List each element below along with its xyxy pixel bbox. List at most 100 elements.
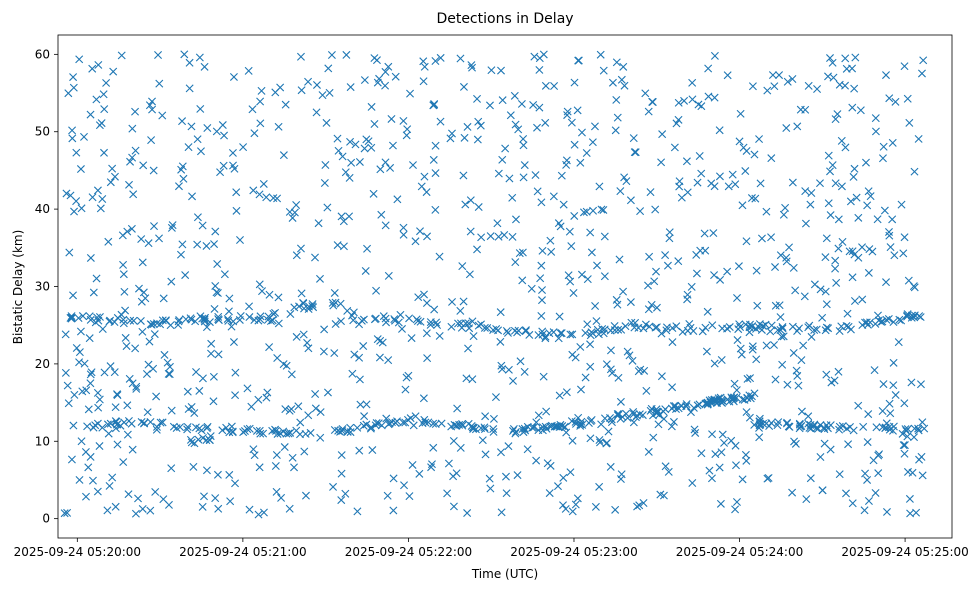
detection-point [583,275,592,284]
detection-point [831,115,840,124]
detection-point [864,187,873,196]
detection-point [557,329,566,338]
detection-point [668,338,677,347]
detection-point [168,221,177,230]
detection-point [489,425,498,434]
detection-point [674,115,683,124]
detection-point [631,148,640,157]
detection-point [513,471,522,480]
detection-point [60,509,69,518]
detection-point [835,470,844,479]
detection-point [250,129,259,138]
detection-point [587,248,596,257]
detection-point [918,418,927,427]
detection-point [910,313,919,322]
detection-point [701,323,710,332]
detection-point [191,423,200,432]
detection-point [337,496,346,505]
detection-point [464,344,473,353]
detection-point [777,332,786,341]
detection-point [177,165,186,174]
detection-point [436,117,445,126]
detection-point [489,326,498,334]
detection-point [848,273,857,282]
detection-point [549,192,558,201]
detection-point [700,229,709,238]
detection-point [308,302,317,311]
detection-point [111,417,120,426]
detection-point [167,223,176,232]
x-tick-label: 2025-09-24 05:21:00 [179,545,306,559]
detection-point [169,422,178,431]
detection-point [218,121,227,130]
detection-point [468,317,477,326]
detection-point [912,508,921,517]
detection-point [342,50,351,59]
detection-point [149,166,158,175]
plot-frame [57,34,953,539]
detection-point [463,509,472,518]
detection-point [670,143,679,152]
detection-point [846,325,855,334]
detection-point [905,494,914,503]
detection-point [689,403,698,412]
detection-point [732,386,741,395]
detection-point [128,124,137,133]
detection-point [914,426,923,435]
detection-point [595,482,604,491]
detection-point [273,354,282,362]
detection-point [645,322,654,331]
detection-point [776,251,785,260]
detection-point [905,118,914,127]
detection-point [813,84,822,93]
detection-point [126,157,135,166]
detection-point [419,77,428,86]
detection-point [186,435,195,444]
detection-point [771,263,780,272]
y-tick-label: 0 [42,512,50,526]
detection-point [338,152,347,161]
detection-point [323,388,332,397]
detection-point [131,146,140,155]
detection-point [515,249,524,258]
detection-point [789,263,798,272]
y-tick-label: 50 [35,125,50,139]
detection-point [715,126,724,135]
detection-point [612,58,621,67]
detection-point [732,497,741,506]
detection-point [891,391,900,400]
detection-point [391,418,400,427]
detection-point [379,312,388,321]
detection-point [88,476,97,485]
detection-point [144,239,153,248]
detection-point [418,419,427,428]
detection-point [330,426,339,434]
detection-point [588,138,597,147]
detection-point [149,364,158,373]
detection-point [557,171,566,180]
detection-point [227,322,236,331]
detection-point [568,330,577,339]
detection-point [81,492,90,501]
detection-point [184,143,193,152]
detection-point [139,161,148,170]
detection-point [556,222,565,231]
detection-point [686,408,695,417]
detection-point [285,504,294,513]
detection-point [166,321,175,330]
detection-point [376,165,385,174]
detection-point [383,491,392,500]
detection-point [181,271,190,280]
detection-point [76,327,85,336]
detection-point [788,75,797,83]
detection-point [762,207,771,216]
detection-point [889,358,898,367]
detection-point [316,274,324,283]
detection-point [742,237,751,246]
detection-point [888,215,897,224]
detection-point [456,319,465,328]
detection-point [370,54,379,63]
detection-point [736,344,745,353]
detection-point [311,253,319,262]
detection-point [834,244,843,253]
